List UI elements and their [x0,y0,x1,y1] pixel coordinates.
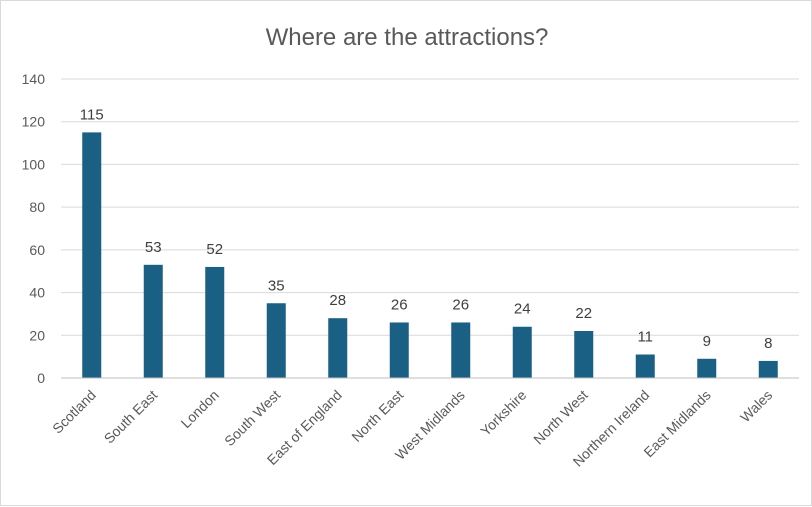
data-label: 22 [575,305,592,322]
data-label: 24 [514,301,531,318]
y-tick-label: 60 [29,242,45,258]
category-label: London [178,387,222,431]
y-tick-label: 100 [22,156,46,172]
data-label: 8 [764,335,772,352]
data-label: 11 [637,329,653,346]
y-tick-label: 20 [29,327,45,343]
bar [574,331,594,378]
bar [635,354,655,378]
data-label: 52 [206,241,223,258]
data-label: 53 [145,239,162,256]
category-label: North East [348,387,406,445]
data-label: 115 [80,106,104,123]
category-label: Wales [737,387,775,425]
data-label: 9 [703,333,711,350]
bar [266,303,286,378]
bar [389,322,409,378]
category-label: South East [101,387,161,447]
category-label: South West [221,387,283,449]
bar [758,360,778,378]
data-label: 35 [268,277,285,294]
chart-title: Where are the attractions? [266,24,549,51]
y-tick-label: 0 [37,370,45,386]
bar [697,358,717,378]
category-label: Scotland [49,387,99,437]
y-tick-label: 120 [22,114,46,130]
y-tick-label: 140 [22,71,46,87]
data-label: 28 [329,292,346,309]
bars [82,132,778,378]
bar [512,326,532,378]
bar [205,266,225,378]
gridlines [61,78,799,336]
data-label: 26 [452,296,469,313]
data-label: 26 [391,296,408,313]
category-label: North West [530,387,591,448]
y-tick-label: 80 [29,199,45,215]
bar [82,132,102,378]
y-tick-label: 40 [29,285,45,301]
y-axis-ticks: 0 20 40 60 80 100 120 140 [22,71,46,386]
category-label: Yorkshire [477,387,529,439]
bar [328,318,348,378]
bar [451,322,471,378]
data-labels: 115 53 52 35 28 26 26 24 22 11 9 8 [80,106,773,352]
bar [143,264,163,378]
